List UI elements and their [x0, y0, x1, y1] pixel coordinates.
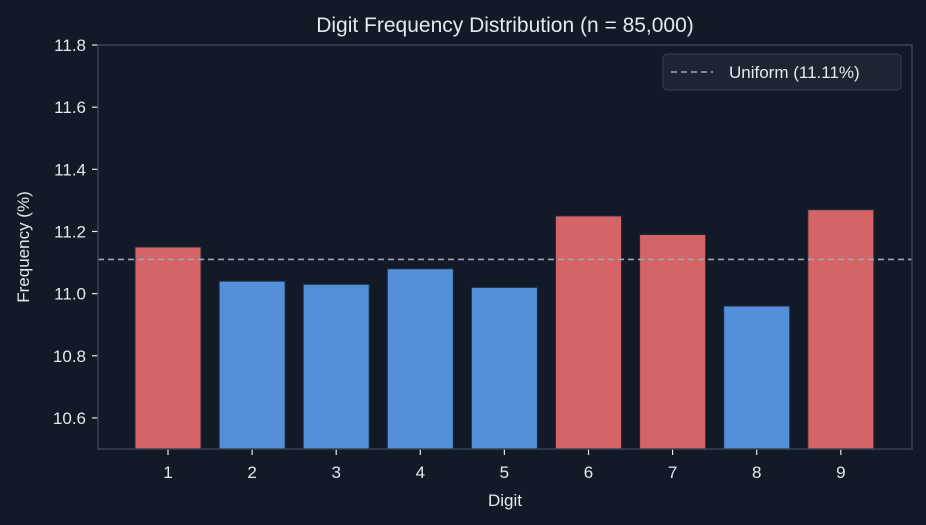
bar-series	[134, 209, 875, 450]
y-tick-label: 11.2	[54, 222, 86, 241]
bar-digit-8	[723, 305, 791, 450]
x-tick-label: 6	[584, 463, 593, 482]
x-tick-label: 4	[416, 463, 425, 482]
x-tick-label: 8	[752, 463, 761, 482]
x-axis-ticks: 1 2 3 4 5 6 7 8 9	[163, 449, 846, 482]
x-tick-label: 1	[163, 463, 172, 482]
y-tick-label: 11.6	[54, 98, 86, 117]
bar-digit-3	[302, 283, 370, 450]
bar-digit-4	[386, 268, 454, 450]
chart-title: Digit Frequency Distribution (n = 85,000…	[316, 14, 694, 37]
bar-digit-1	[134, 246, 202, 450]
legend: Uniform (11.11%)	[662, 53, 902, 91]
bar-digit-9	[807, 209, 875, 450]
x-tick-label: 3	[331, 463, 340, 482]
bar-digit-6	[555, 215, 622, 450]
legend-box	[662, 53, 902, 91]
x-tick-label: 7	[668, 463, 677, 482]
x-axis-label: Digit	[488, 491, 522, 510]
y-tick-label: 11.0	[54, 285, 86, 304]
y-tick-label: 10.6	[53, 409, 86, 428]
y-tick-label: 11.4	[54, 160, 86, 179]
bar-digit-7	[639, 234, 707, 450]
plot-area-frame	[97, 44, 913, 450]
legend-label-uniform: Uniform (11.11%)	[729, 63, 860, 82]
y-axis-label: Frequency (%)	[14, 191, 33, 302]
bar-digit-5	[470, 286, 538, 450]
y-tick-label: 10.8	[53, 347, 86, 366]
x-tick-label: 5	[500, 463, 509, 482]
y-tick-label: 11.8	[54, 36, 86, 55]
bar-digit-2	[218, 280, 286, 450]
x-tick-label: 2	[247, 463, 256, 482]
y-axis-ticks: 10.6 10.8 11.0 11.2 11.4 11.6 11.8	[53, 36, 98, 428]
x-tick-label: 9	[836, 463, 845, 482]
